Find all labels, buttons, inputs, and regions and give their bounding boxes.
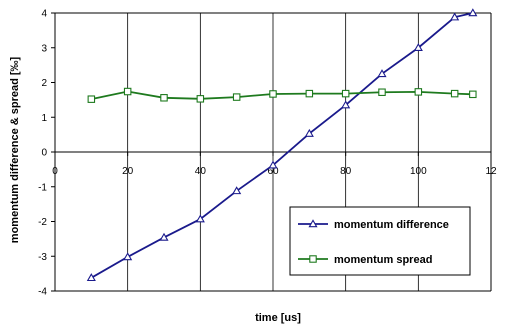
legend-marker [308, 219, 318, 228]
x-tick-label: 12 [485, 166, 497, 177]
data-point [159, 232, 169, 241]
data-point [195, 214, 205, 223]
y-tick-label: -2 [38, 217, 47, 228]
data-point [268, 160, 278, 169]
legend-label: momentum spread [334, 254, 432, 266]
data-point [160, 94, 168, 102]
y-tick-label: 4 [41, 9, 47, 20]
data-point [341, 89, 350, 98]
data-point [378, 88, 386, 96]
y-tick-label: -3 [38, 252, 47, 263]
axes [51, 12, 492, 292]
data-point [123, 252, 133, 261]
series-group [86, 8, 478, 282]
data-point [123, 87, 132, 96]
data-point [305, 89, 314, 98]
x-tick-label: 60 [267, 166, 279, 177]
legend-label: momentum difference [334, 219, 449, 231]
legend-box [289, 206, 471, 276]
y-tick-label: -1 [38, 182, 47, 193]
series-1 [86, 8, 478, 282]
legend-marker [309, 255, 317, 263]
y-tick-label: 1 [41, 113, 47, 124]
y-tick-label: 3 [41, 43, 47, 54]
data-point [87, 95, 96, 103]
y-tick-label: -4 [38, 287, 47, 298]
data-point [450, 89, 459, 98]
data-point [269, 90, 277, 98]
data-point [414, 88, 423, 96]
x-tick-label: 40 [195, 166, 207, 177]
y-tick-label: 0 [41, 148, 47, 159]
data-point [196, 95, 205, 103]
series-2 [87, 87, 477, 103]
x-tick-label: 20 [122, 166, 134, 177]
legend: momentum difference momentum spread [289, 206, 471, 276]
data-point [232, 93, 241, 101]
data-point [377, 69, 387, 78]
x-axis-title: time [us] [255, 312, 301, 324]
y-tick-label: 2 [41, 78, 47, 89]
data-point [468, 8, 478, 17]
data-point [86, 273, 96, 282]
data-point [450, 12, 460, 21]
x-tick-label: 0 [52, 166, 58, 177]
series-line [90, 12, 474, 279]
y-axis-title: momentum difference & spread [‰] [9, 56, 21, 243]
data-point [469, 90, 477, 99]
x-tick-label: 80 [340, 166, 352, 177]
series-line [91, 90, 473, 101]
data-point [413, 43, 423, 52]
x-tick-label: 100 [410, 166, 427, 177]
data-point [304, 128, 314, 137]
data-point [232, 186, 242, 195]
data-point [341, 100, 351, 109]
